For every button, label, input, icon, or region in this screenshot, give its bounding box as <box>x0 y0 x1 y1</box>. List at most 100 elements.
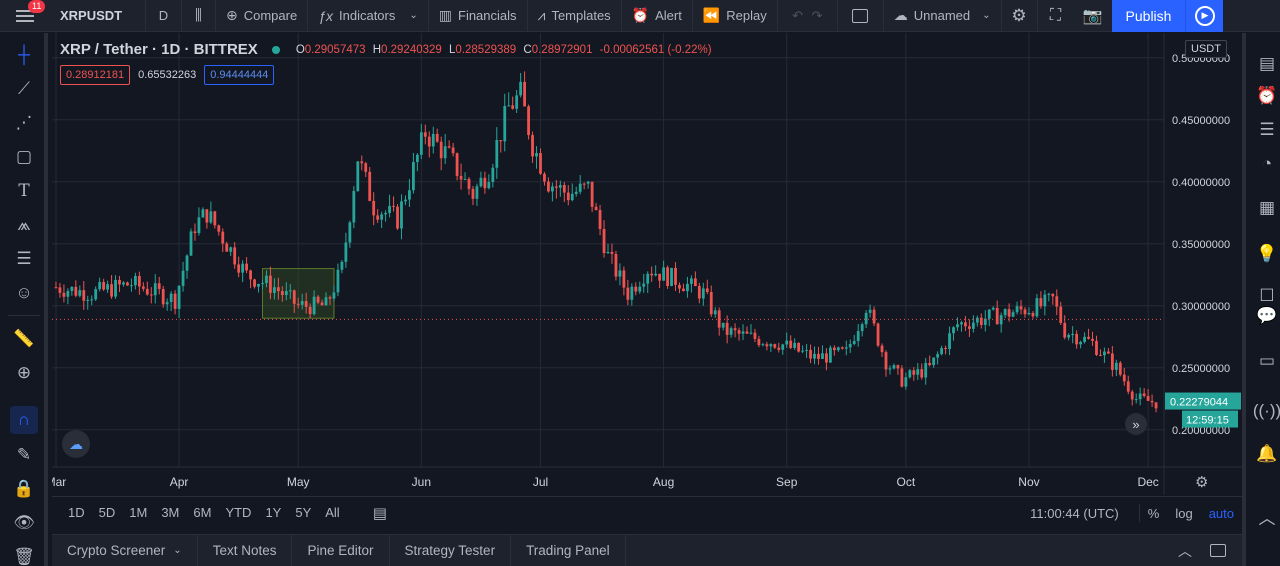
series-title[interactable]: XRP / Tether · 1D · BITTREX <box>60 41 258 58</box>
lock-icon[interactable]: 🔒 <box>13 479 35 498</box>
compare-button[interactable]: ⊕ Compare <box>216 0 309 32</box>
range-button-1d[interactable]: 1D <box>68 505 85 520</box>
emoji-icon[interactable]: ☺ <box>15 283 33 302</box>
calendar-icon[interactable]: ▦ <box>1258 198 1276 217</box>
layout-button[interactable]: ☁ Unnamed ⌄ <box>884 0 1002 32</box>
range-button-1m[interactable]: 1M <box>129 505 148 520</box>
fullscreen-toggle[interactable] <box>838 0 884 32</box>
range-button-5d[interactable]: 5D <box>98 505 116 520</box>
candle-body <box>1134 399 1138 401</box>
collapse-icon[interactable]: ︿ <box>1258 508 1276 528</box>
fib-tool-icon[interactable]: ⋰ <box>15 113 33 132</box>
candle-body <box>261 283 264 285</box>
notifications-bell-icon[interactable]: 🔔 <box>1256 444 1278 463</box>
templates-button[interactable]: ⩘ Templates <box>528 0 622 32</box>
crosshair-icon[interactable]: ┼ <box>17 45 31 64</box>
draw-mode-icon[interactable]: ✎ <box>16 445 32 464</box>
candle-body <box>781 344 785 350</box>
candle-body <box>701 288 705 299</box>
alerts-icon[interactable]: ⏰ <box>1256 86 1278 105</box>
range-button-1y[interactable]: 1Y <box>265 505 282 520</box>
range-button-5y[interactable]: 5Y <box>295 505 312 520</box>
panel-tab-crypto-screener[interactable]: Crypto Screener ⌄ <box>52 534 198 566</box>
candle-body <box>78 290 82 296</box>
redo-icon[interactable]: ↷ <box>811 7 823 23</box>
data-source-icon[interactable]: ☁ <box>62 430 90 458</box>
x-tick-label: Nov <box>1018 475 1039 489</box>
publish-idea-button[interactable]: ▶ <box>1185 0 1224 32</box>
panel-tab-pine-editor[interactable]: Pine Editor <box>292 534 390 566</box>
scroll-to-realtime-button[interactable]: » <box>1125 413 1147 435</box>
menu-button[interactable]: 11 <box>0 0 50 32</box>
watchlist-icon[interactable]: ▤ <box>1258 54 1276 73</box>
zoom-in-icon[interactable]: ⊕ <box>16 363 32 382</box>
settings-button[interactable]: ⚙ <box>1002 0 1038 32</box>
candle-body <box>90 299 94 301</box>
candle-body <box>813 353 816 359</box>
chats-icon[interactable]: ☐ <box>1259 286 1275 305</box>
symbol-search[interactable]: XRPUSDT <box>50 0 146 32</box>
messages-icon[interactable]: ▭ <box>1258 351 1276 370</box>
rectangle-icon[interactable]: ▢ <box>15 147 33 166</box>
x-tick-label: Jul <box>533 475 548 489</box>
text-tool-icon[interactable]: T <box>18 181 30 201</box>
chart-type-button[interactable]: ⫼ <box>182 0 216 32</box>
candle-body <box>848 343 852 348</box>
data-window-icon[interactable]: ☰ <box>1259 120 1275 139</box>
range-button-6m[interactable]: 6M <box>193 505 212 520</box>
replay-button[interactable]: ⏪ Replay <box>693 0 778 32</box>
ideas-lightbulb-icon[interactable]: 💡 <box>1256 244 1278 263</box>
candle-body <box>892 365 896 369</box>
candle-body <box>1142 393 1146 397</box>
streams-icon[interactable]: ((·)) <box>1252 401 1280 420</box>
candle-body <box>201 209 205 218</box>
candle-body <box>471 188 475 199</box>
chart-pane[interactable]: 0.20000000 0.25000000 0.30000000 0.35000000… <box>46 33 1242 495</box>
magnet-icon[interactable]: ∩ <box>10 406 38 434</box>
percent-scale-toggle[interactable]: % <box>1147 505 1160 521</box>
hotlists-icon[interactable]: ◔ <box>1261 154 1273 173</box>
financials-button[interactable]: ▥ Financials <box>429 0 528 32</box>
maximize-button[interactable]: ⛶ <box>1038 0 1074 32</box>
chevron-up-icon[interactable]: ︿ <box>1178 542 1192 559</box>
range-button-3m[interactable]: 3M <box>161 505 180 520</box>
utc-clock[interactable]: 11:00:44 (UTC) <box>1030 505 1119 521</box>
chevron-down-icon: ⌄ <box>409 10 418 21</box>
trend-line-icon[interactable]: ⟋ <box>18 79 30 98</box>
range-button-ytd[interactable]: YTD <box>225 505 252 520</box>
candle-body <box>1110 353 1114 370</box>
currency-label[interactable]: USDT <box>1185 40 1227 58</box>
alert-button[interactable]: ⏰ Alert <box>622 0 693 32</box>
panel-tab-trading-panel[interactable]: Trading Panel <box>511 534 626 566</box>
open-label: O <box>295 43 305 56</box>
layout-name: Unnamed <box>913 8 971 23</box>
interval-button[interactable]: D <box>146 0 182 32</box>
prediction-icon[interactable]: ☰ <box>16 249 32 268</box>
candle-body <box>296 303 300 305</box>
maximize-panel-icon[interactable] <box>1210 544 1226 557</box>
pattern-icon[interactable]: ⩕ <box>17 215 31 234</box>
price-chart[interactable]: 0.20000000 0.25000000 0.30000000 0.35000000… <box>46 33 1242 495</box>
candle-body <box>249 270 252 280</box>
eye-icon[interactable]: 👁 <box>13 513 35 532</box>
chart-settings-gear-icon[interactable]: ⚙ <box>1195 474 1209 491</box>
chat-bubble-icon[interactable]: 💬 <box>1256 306 1278 325</box>
undo-icon[interactable]: ↶ <box>792 7 803 23</box>
candle-body <box>1118 362 1122 375</box>
panel-tab-text-notes[interactable]: Text Notes <box>198 534 293 566</box>
publish-button[interactable]: Publish <box>1111 0 1186 32</box>
log-scale-toggle[interactable]: log <box>1175 505 1193 521</box>
trash-icon[interactable]: 🗑 <box>13 547 35 566</box>
calendar-icon[interactable]: ▤ <box>372 504 387 522</box>
range-button-all[interactable]: All <box>325 505 340 520</box>
indicators-button[interactable]: ƒx Indicators ⌄ <box>308 0 429 32</box>
ruler-icon[interactable]: 📏 <box>13 329 35 348</box>
candle-body <box>817 353 820 359</box>
auto-scale-toggle[interactable]: auto <box>1208 505 1234 521</box>
snapshot-button[interactable]: 📷 <box>1074 0 1112 32</box>
candle-body <box>197 217 201 234</box>
candle-body <box>745 331 749 334</box>
panel-tab-strategy-tester[interactable]: Strategy Tester <box>390 534 512 566</box>
candle-body <box>1122 374 1126 382</box>
low-value: 0.28529389 <box>455 43 517 56</box>
